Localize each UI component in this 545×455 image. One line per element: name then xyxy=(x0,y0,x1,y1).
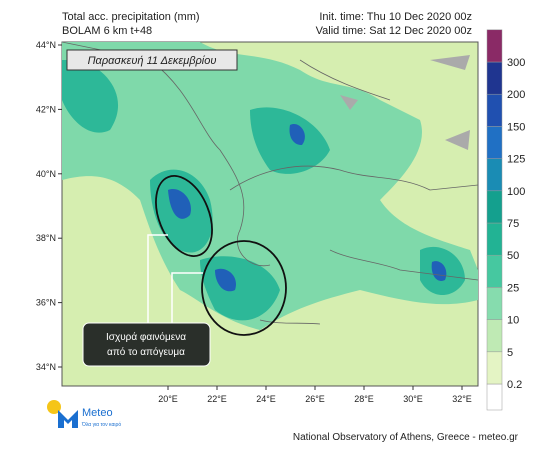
colorbar-segment xyxy=(486,61,503,95)
lat-label: 44°N xyxy=(36,40,56,50)
heavy-rain-area xyxy=(62,60,465,321)
colorbar-label: 10 xyxy=(507,315,519,327)
lon-label: 26°E xyxy=(305,394,325,404)
colorbar-label: 50 xyxy=(507,250,519,262)
colorbar-label: 5 xyxy=(507,347,513,359)
colorbar-segment xyxy=(486,158,503,192)
logo-sun xyxy=(47,400,61,414)
rain-area xyxy=(62,42,478,330)
callout-text: από το απόγευμα xyxy=(107,346,185,358)
map-area: Παρασκευή 11 Δεκεμβρίου Ισχυρά φαινόμενα… xyxy=(61,41,479,387)
lat-label: 40°N xyxy=(36,169,56,179)
colorbar-segment xyxy=(486,287,503,320)
colorbar-label: 0.2 xyxy=(507,379,522,391)
pointer-line xyxy=(147,234,203,323)
colorbar-segment xyxy=(486,319,503,353)
model: BOLAM 6 km t+48 xyxy=(62,25,152,37)
lon-label: 28°E xyxy=(354,394,374,404)
callout-text: Ισχυρά φαινόμενα xyxy=(106,331,186,343)
init-time: Init. time: Thu 10 Dec 2020 00z xyxy=(319,11,472,23)
colorbar-label: 100 xyxy=(507,186,525,198)
logo-tagline: Όλα για τον καιρό xyxy=(81,421,121,428)
colorbar-segment xyxy=(486,190,503,224)
logo-mark xyxy=(58,410,78,428)
lat-label: 42°N xyxy=(36,104,56,114)
colorbar-segment xyxy=(486,351,503,385)
lon-label: 20°E xyxy=(158,394,178,404)
valid-time: Valid time: Sat 12 Dec 2020 00z xyxy=(316,25,472,37)
colorbar-segment xyxy=(486,383,503,411)
highlight-ellipse xyxy=(155,175,213,257)
colorbar-label: 75 xyxy=(507,218,519,230)
colorbar-segment xyxy=(486,254,503,288)
lon-label: 22°E xyxy=(207,394,227,404)
colorbar-segment xyxy=(486,222,503,256)
colorbar-label: 200 xyxy=(507,89,525,101)
lat-label: 34°N xyxy=(36,362,56,372)
lat-label: 36°N xyxy=(36,298,56,308)
coastline xyxy=(61,41,479,325)
lat-label: 38°N xyxy=(36,233,56,243)
colorbar-label: 25 xyxy=(507,282,519,294)
lon-label: 24°E xyxy=(256,394,276,404)
callout-box xyxy=(82,322,211,367)
date-label: Παρασκευή 11 Δεκεμβρίου xyxy=(88,55,217,67)
colorbar-label: 300 xyxy=(507,57,525,69)
lon-label: 32°E xyxy=(452,394,472,404)
logo: Meteo Όλα για τον καιρό xyxy=(47,400,121,428)
terrain-mask xyxy=(340,55,470,150)
lon-label: 30°E xyxy=(403,394,423,404)
colorbar-segment xyxy=(486,29,503,63)
colorbar-segment xyxy=(486,93,503,127)
logo-name: Meteo xyxy=(82,407,113,419)
colorbar-label: 125 xyxy=(507,154,525,166)
highlight-ellipse xyxy=(201,240,287,336)
date-box xyxy=(66,49,238,71)
footer: National Observatory of Athens, Greece -… xyxy=(293,432,519,443)
colorbar-segment xyxy=(486,126,503,159)
title: Total acc. precipitation (mm) xyxy=(62,11,200,23)
colorbar-label: 150 xyxy=(507,121,525,133)
